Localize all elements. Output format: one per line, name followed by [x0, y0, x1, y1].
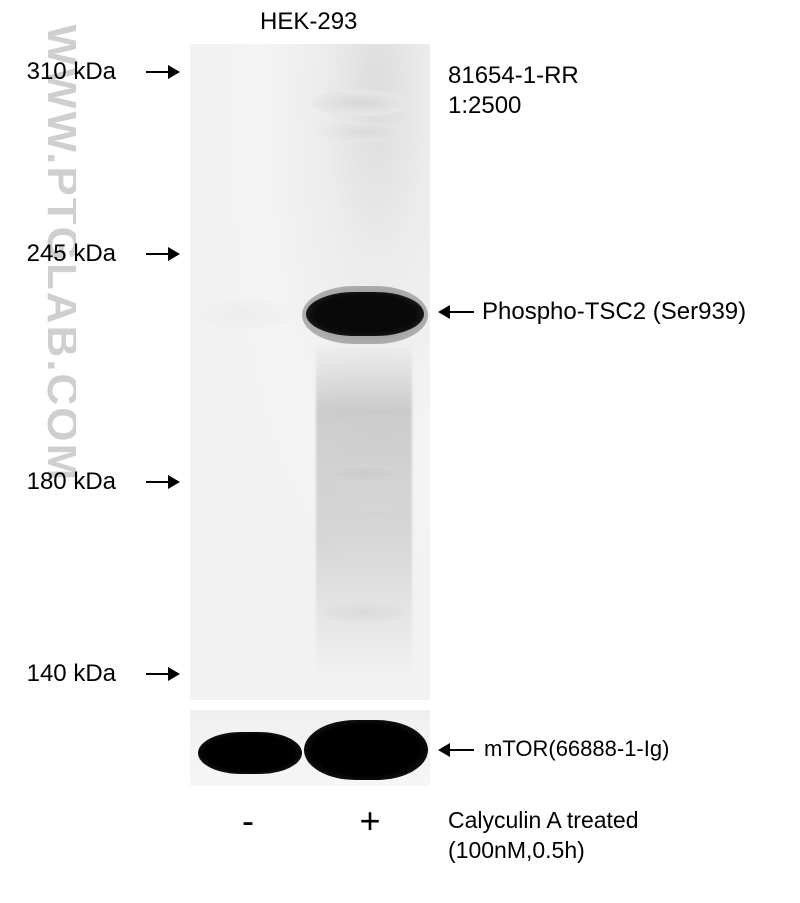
band-nonspecific-top-2 — [318, 122, 410, 142]
antibody-dilution-label: 1:2500 — [448, 92, 521, 120]
mw-arrow-245 — [146, 244, 180, 264]
band-phospho-tsc2-halo — [302, 286, 428, 344]
smear-knot-1 — [320, 464, 408, 484]
band-mtor-minus — [198, 732, 302, 774]
loading-control-arrow — [438, 740, 474, 760]
blot-gap — [190, 700, 430, 710]
mw-arrow-140 — [146, 664, 180, 684]
treatment-label-line1: Calyculin A treated — [448, 806, 639, 835]
cell-line-label: HEK-293 — [260, 8, 357, 36]
mw-label-310: 310 kDa — [6, 58, 116, 86]
main-blot-membrane — [190, 44, 430, 700]
smear-plus-lane — [316, 344, 412, 674]
mw-label-180: 180 kDa — [6, 468, 116, 496]
mw-label-245: 245 kDa — [6, 240, 116, 268]
loading-control-membrane — [190, 710, 430, 786]
band-phospho-tsc2-minus — [200, 300, 296, 328]
target-arrow — [438, 302, 474, 322]
mw-arrow-180 — [146, 472, 180, 492]
loading-control-label: mTOR(66888-1-Ig) — [484, 736, 669, 762]
target-label: Phospho-TSC2 (Ser939) — [482, 298, 746, 326]
western-blot-figure: WWW.PTGLAB.COM HEK-293 310 kDa — [0, 0, 800, 903]
smear-knot-2 — [322, 604, 406, 622]
watermark: WWW.PTGLAB.COM — [6, 14, 76, 734]
mw-arrow-310 — [146, 62, 180, 82]
treatment-label-line2: (100nM,0.5h) — [448, 836, 585, 865]
band-mtor-plus — [304, 720, 428, 780]
band-nonspecific-top — [312, 90, 412, 116]
antibody-catalog-label: 81654-1-RR — [448, 62, 579, 90]
treatment-minus-symbol: - — [228, 800, 268, 842]
treatment-plus-symbol: + — [350, 800, 390, 842]
mw-label-140: 140 kDa — [6, 660, 116, 688]
